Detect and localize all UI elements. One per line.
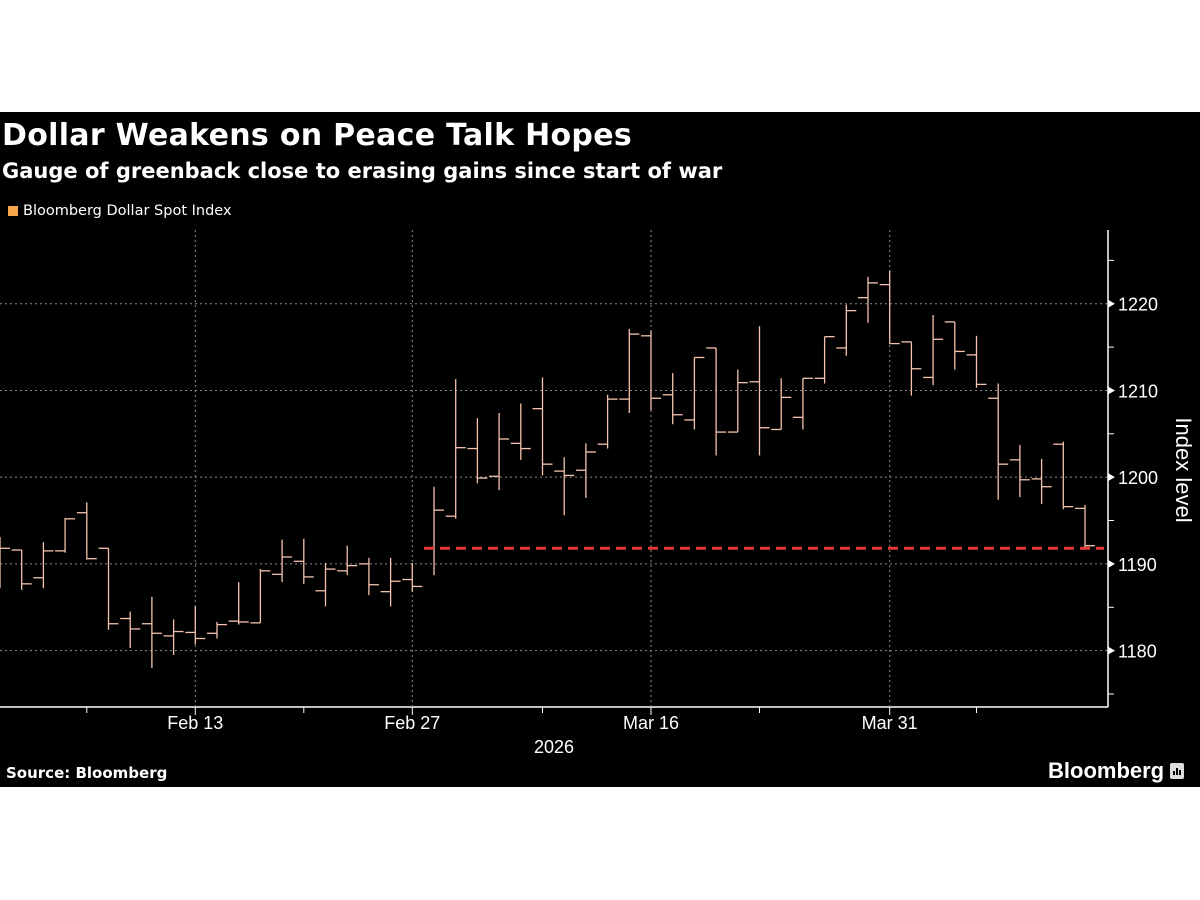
ohlc-bar — [250, 569, 271, 624]
ohlc-bar — [98, 547, 119, 630]
x-tick-label: Mar 16 — [623, 713, 679, 733]
legend-swatch — [8, 206, 18, 216]
ohlc-bar — [1031, 458, 1052, 505]
ohlc-bar — [597, 394, 618, 449]
ohlc-bar — [510, 403, 531, 460]
chart-title: Dollar Weakens on Peace Talk Hopes — [2, 118, 633, 153]
ohlc-bar — [272, 539, 293, 583]
ohlc-bar — [1053, 441, 1074, 510]
ohlc-bar — [532, 377, 553, 476]
source-note: Source: Bloomberg — [6, 764, 168, 782]
ohlc-bar — [771, 378, 792, 431]
ohlc-bar — [207, 622, 227, 639]
y-tick-label: 1200 — [1118, 468, 1158, 488]
ohlc-bar — [489, 412, 510, 491]
ohlc-bar — [619, 328, 640, 413]
ohlc-bar — [163, 619, 184, 655]
ohlc-bar — [402, 563, 423, 592]
x-axis-label: 2026 — [534, 737, 574, 757]
ohlc-bar — [358, 557, 379, 596]
y-axis-label: Index level — [1171, 417, 1196, 522]
ohlc-bar — [228, 582, 249, 625]
ohlc-bar — [293, 538, 314, 584]
ohlc-bar — [76, 502, 97, 560]
ohlc-bar — [575, 443, 596, 498]
ohlc-bar — [0, 537, 10, 589]
ohlc-bar — [966, 335, 987, 388]
brand-text: Bloomberg — [1048, 758, 1165, 783]
ohlc-bar — [1009, 445, 1030, 498]
bloomberg-logo: Bloomberg — [1048, 758, 1185, 784]
ohlc-bar — [467, 418, 488, 484]
ohlc-bar — [684, 356, 705, 430]
ohlc-bar — [836, 304, 857, 356]
x-tick-label: Mar 31 — [862, 713, 918, 733]
ohlc-bar — [33, 542, 54, 589]
ohlc-bar — [55, 517, 76, 553]
ohlc-bar — [814, 336, 835, 384]
ohlc-bar — [662, 373, 683, 425]
ohlc-bar — [445, 379, 466, 519]
ohlc-bar — [727, 369, 748, 433]
y-tick — [1108, 646, 1115, 655]
y-tick-label: 1180 — [1118, 642, 1157, 662]
y-tick — [1108, 386, 1115, 395]
ohlc-bar — [988, 383, 1009, 500]
ohlc-bar — [641, 330, 661, 411]
ohlc-bar — [858, 276, 878, 323]
ohlc-bar — [749, 326, 770, 456]
chart-subtitle: Gauge of greenback close to erasing gain… — [2, 159, 723, 183]
ohlc-bar — [424, 486, 444, 576]
y-tick-label: 1190 — [1118, 555, 1157, 575]
ohlc-bar — [554, 457, 575, 516]
ohlc-bar — [879, 270, 900, 345]
x-tick-label: Feb 27 — [384, 713, 440, 733]
chart-panel — [0, 112, 1200, 787]
ohlc-bar — [337, 545, 358, 576]
ohlc-bar — [1075, 504, 1095, 551]
ohlc-bar — [792, 377, 813, 430]
y-tick — [1108, 473, 1115, 482]
ohlc-bar — [944, 321, 965, 370]
x-tick-label: Feb 13 — [167, 713, 223, 733]
ohlc-bar — [185, 606, 206, 645]
legend-label: Bloomberg Dollar Spot Index — [23, 203, 232, 219]
ohlc-bar — [901, 341, 922, 396]
ohlc-bar — [11, 549, 32, 590]
ohlc-bar — [141, 596, 162, 668]
y-tick-label: 1220 — [1118, 295, 1158, 315]
ohlc-bar — [923, 314, 944, 386]
bloomberg-chart-icon — [1170, 763, 1185, 779]
ohlc-bar — [380, 557, 401, 607]
y-tick — [1108, 299, 1115, 308]
y-tick — [1108, 559, 1115, 568]
y-tick-label: 1210 — [1118, 381, 1158, 401]
ohlc-bar — [120, 611, 141, 649]
ohlc-bar — [706, 347, 727, 456]
ohlc-bar — [315, 563, 336, 607]
legend: Bloomberg Dollar Spot Index — [8, 203, 232, 219]
